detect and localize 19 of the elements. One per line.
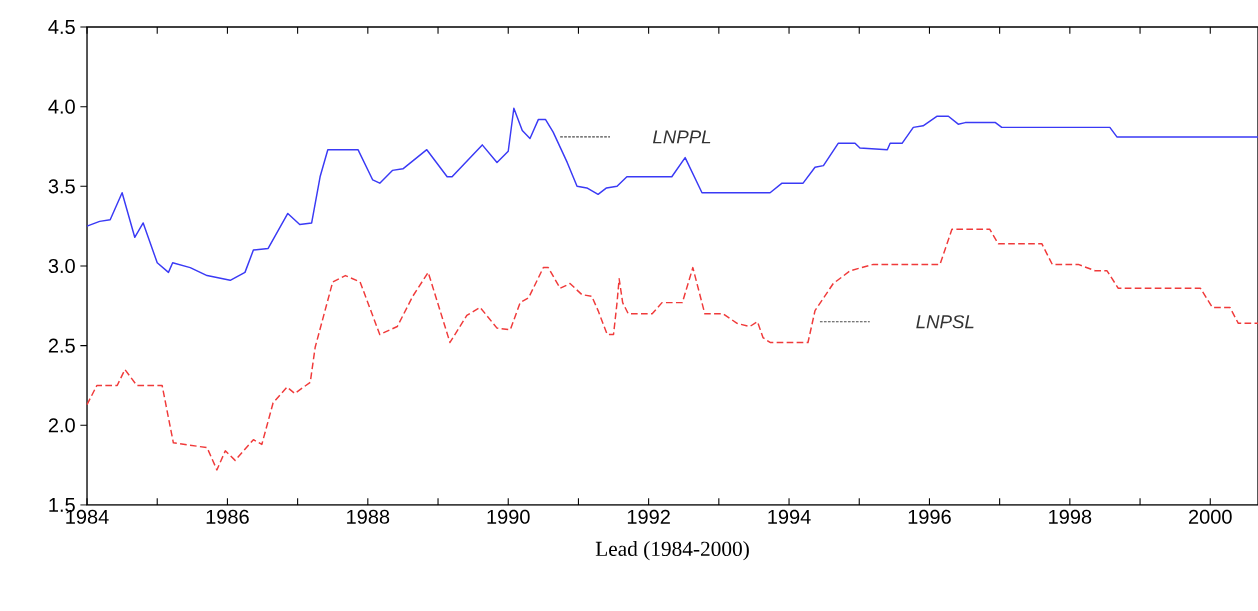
line-series	[86, 228, 1258, 471]
x-tick-label: 1988	[347, 509, 390, 524]
x-tick-label: 1998	[1049, 509, 1092, 524]
y-tick-label: 3.0	[48, 258, 75, 274]
text: LNPSL	[916, 315, 974, 329]
y-tick-label: 4.0	[48, 99, 75, 114]
x-tick-label: 2000	[1189, 509, 1232, 524]
y-tick-label: 2.0	[48, 418, 75, 433]
x-axis-title: Lead (1984-2000)	[595, 541, 749, 561]
series-label: LNPPL	[652, 130, 711, 144]
x-tick-label: 1986	[206, 509, 249, 524]
x-tick-label: 1996	[908, 509, 951, 524]
line-series	[86, 107, 1258, 282]
x-tick-label: 1992	[627, 509, 670, 524]
x-tick-label: 1990	[487, 509, 530, 524]
y-tick-label: 2.5	[48, 338, 75, 353]
x-tick-label: 1994	[768, 509, 811, 524]
y-tick-label: 3.5	[48, 179, 75, 194]
y-tick-label: 4.5	[48, 20, 75, 34]
